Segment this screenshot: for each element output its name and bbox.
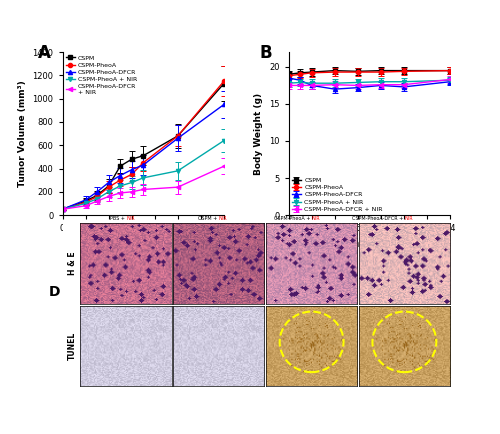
Y-axis label: Tumor Volume (mm³): Tumor Volume (mm³) [18, 80, 27, 187]
Text: CSPM +: CSPM + [198, 216, 219, 221]
Legend: CSPM, CSPM-PheoA, CSPM-PheoA-DFCR, CSPM-PheoA + NIR, CSPM-PheoA-DFCR
+ NIR: CSPM, CSPM-PheoA, CSPM-PheoA-DFCR, CSPM-… [66, 55, 138, 95]
Text: PBS +: PBS + [110, 216, 126, 221]
X-axis label: Time (Day): Time (Day) [340, 239, 399, 249]
Text: A: A [38, 44, 51, 62]
Text: D: D [48, 286, 60, 299]
Y-axis label: Body Weight (g): Body Weight (g) [254, 92, 264, 174]
Text: NIR: NIR [126, 216, 134, 221]
Text: NIR: NIR [219, 216, 228, 221]
Text: TUNEL: TUNEL [68, 332, 78, 360]
Text: CSPM-PheoA +: CSPM-PheoA + [274, 216, 312, 221]
Text: NIR: NIR [404, 216, 413, 221]
Text: H & E: H & E [68, 252, 78, 276]
Text: B: B [260, 44, 272, 62]
Text: CSPM-PheoA-DFCR +: CSPM-PheoA-DFCR + [352, 216, 405, 221]
X-axis label: Time (Day): Time (Day) [114, 239, 173, 249]
Legend: CSPM, CSPM-PheoA, CSPM-PheoA-DFCR, CSPM-PheoA + NIR, CSPM-PheoA-DFCR + NIR: CSPM, CSPM-PheoA, CSPM-PheoA-DFCR, CSPM-… [292, 178, 382, 212]
Text: NIR: NIR [312, 216, 320, 221]
